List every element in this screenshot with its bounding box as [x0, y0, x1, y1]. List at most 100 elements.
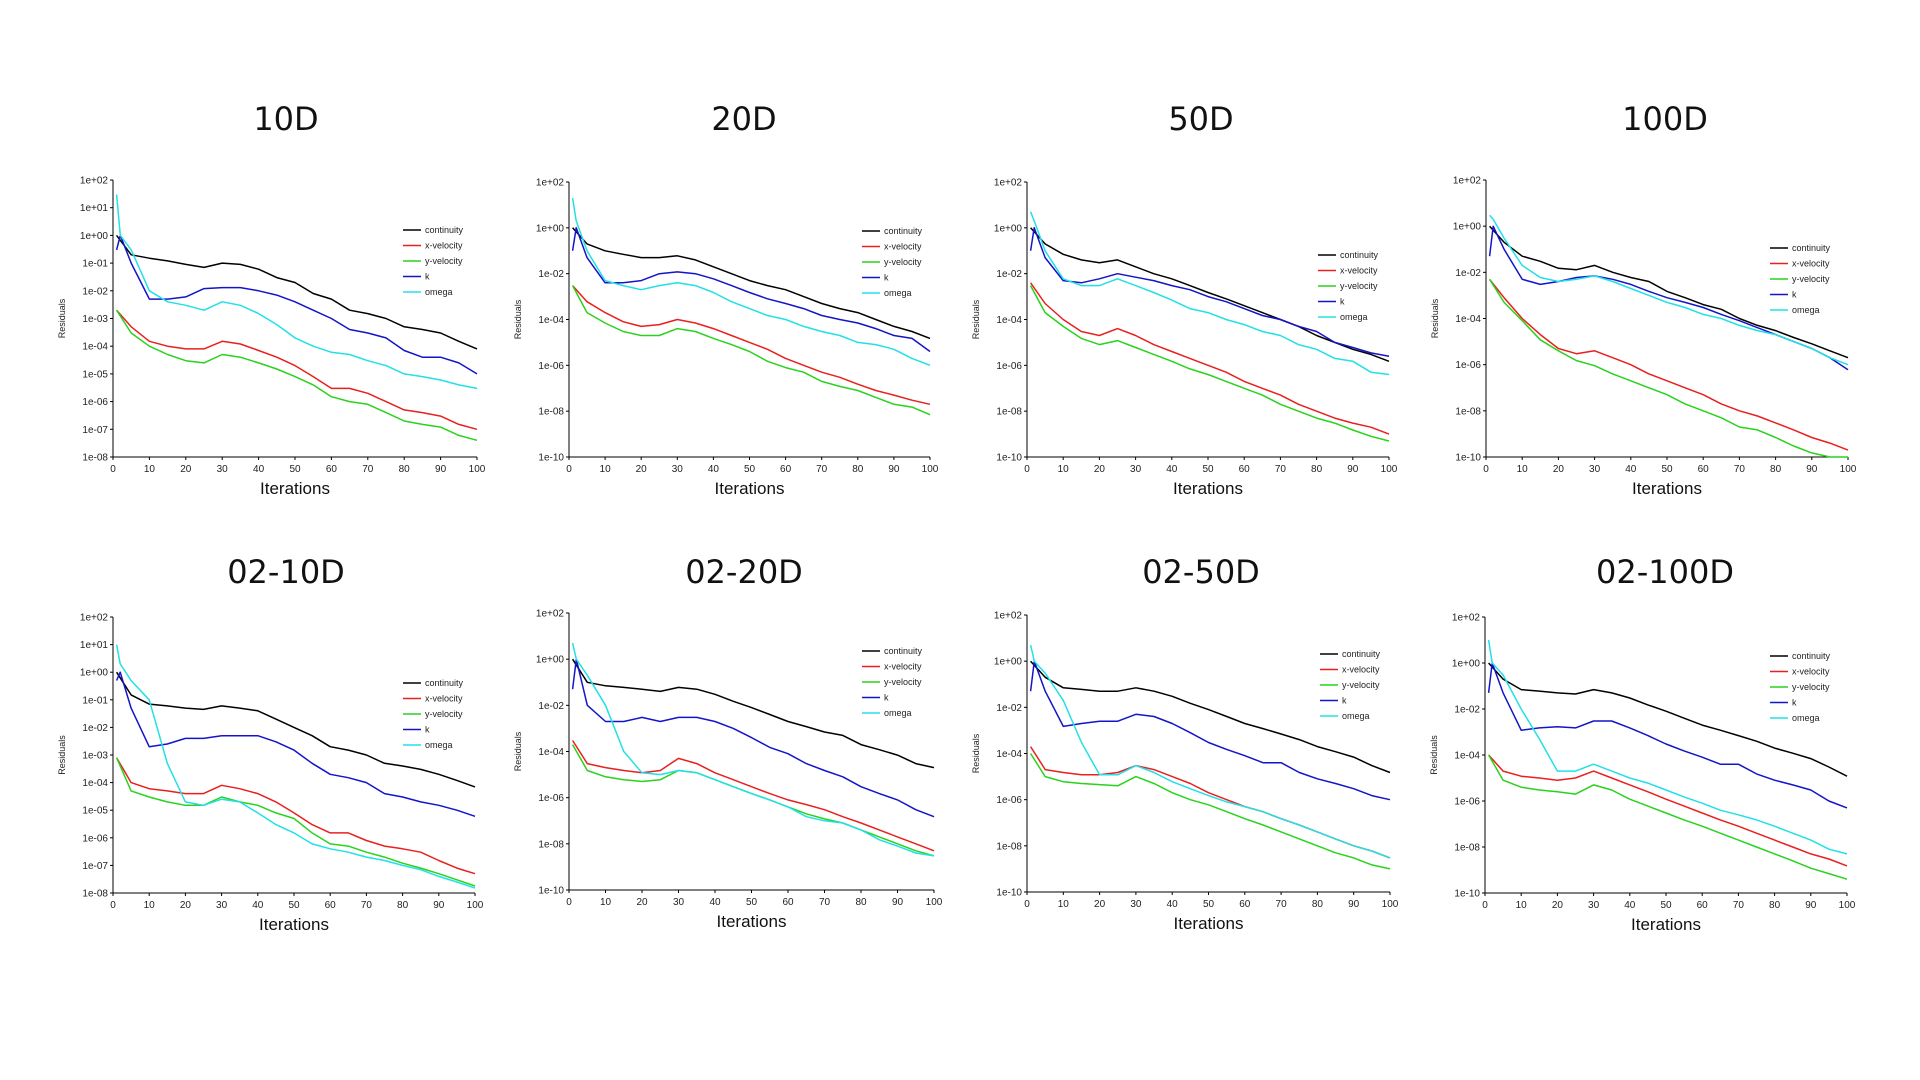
y-tick-label: 1e-06: [1455, 360, 1481, 371]
legend-label-x-velocity: x-velocity: [425, 241, 463, 251]
legend-label-x-velocity: x-velocity: [1342, 665, 1380, 675]
x-tick-label: 20: [1553, 464, 1565, 475]
x-tick-label: 10: [144, 900, 156, 911]
x-tick-label: 90: [433, 900, 445, 911]
y-tick-label: 1e+02: [994, 178, 1023, 189]
y-axis-label: Residuals: [1430, 298, 1440, 338]
series-line-x-velocity: [116, 309, 478, 431]
x-tick-label: 10: [1516, 900, 1528, 911]
x-tick-label: 60: [326, 464, 338, 475]
series-line-x-velocity: [1029, 282, 1390, 435]
y-tick-label: 1e-06: [538, 361, 564, 372]
series-line-x-velocity: [115, 757, 476, 875]
series-line-k: [571, 658, 935, 818]
legend-label-k: k: [425, 725, 430, 735]
series-line-continuity: [572, 227, 931, 340]
x-tick-label: 100: [1381, 464, 1398, 475]
legend-label-omega: omega: [425, 287, 453, 297]
series-line-omega: [571, 197, 931, 367]
y-tick-label: 1e+00: [994, 223, 1023, 234]
y-tick-label: 1e+00: [536, 223, 565, 234]
series-line-x-velocity: [1489, 278, 1849, 451]
y-tick-label: 1e-10: [538, 453, 564, 464]
y-tick-label: 1e-08: [1455, 406, 1481, 417]
y-tick-label: 1e-08: [82, 453, 108, 464]
x-tick-label: 80: [397, 900, 409, 911]
series-line-y-velocity: [115, 309, 478, 442]
legend-label-x-velocity: x-velocity: [1340, 266, 1378, 276]
x-tick-label: 0: [566, 897, 572, 908]
y-axis-label: Residuals: [57, 298, 67, 338]
x-tick-label: 90: [1805, 900, 1817, 911]
x-tick-label: 100: [926, 897, 943, 908]
x-tick-label: 40: [1624, 900, 1636, 911]
y-tick-label: 1e-02: [538, 269, 564, 280]
legend-label-x-velocity: x-velocity: [425, 694, 463, 704]
x-tick-label: 90: [888, 464, 900, 475]
legend-label-y-velocity: y-velocity: [1792, 682, 1830, 692]
series-line-omega: [1489, 214, 1849, 366]
x-tick-label: 100: [467, 900, 484, 911]
x-tick-label: 60: [780, 464, 792, 475]
y-tick-label: 1e-01: [82, 695, 108, 706]
series-line-y-velocity: [1488, 278, 1848, 458]
y-tick-label: 1e-08: [996, 407, 1022, 418]
x-tick-label: 100: [469, 464, 486, 475]
y-tick-label: 1e-10: [996, 888, 1022, 899]
series-line-k: [115, 671, 476, 818]
x-tick-label: 90: [892, 897, 904, 908]
x-tick-label: 60: [782, 897, 794, 908]
x-tick-label: 80: [852, 464, 864, 475]
legend-label-y-velocity: y-velocity: [1792, 274, 1830, 284]
x-tick-label: 70: [1733, 900, 1745, 911]
legend-label-k: k: [1340, 297, 1345, 307]
x-tick-label: 70: [362, 464, 374, 475]
x-tick-label: 60: [1239, 899, 1251, 910]
x-tick-label: 100: [1840, 464, 1857, 475]
y-tick-label: 1e+02: [1452, 613, 1481, 624]
y-tick-label: 1e-10: [1455, 453, 1481, 464]
x-tick-label: 60: [1697, 900, 1709, 911]
x-axis-label: Iterations: [1173, 479, 1243, 498]
series-line-y-velocity: [115, 757, 476, 887]
legend-label-k: k: [884, 693, 889, 703]
y-tick-label: 1e-05: [82, 806, 108, 817]
y-axis-label: Residuals: [57, 735, 67, 775]
y-tick-label: 1e-02: [996, 703, 1022, 714]
y-tick-label: 1e+02: [1453, 176, 1482, 187]
x-tick-label: 50: [289, 464, 301, 475]
x-axis-label: Iterations: [1174, 914, 1244, 933]
y-tick-label: 1e-02: [538, 701, 564, 712]
y-tick-label: 1e-04: [82, 342, 108, 353]
chart-title: 20D: [711, 100, 777, 138]
series-line-x-velocity: [571, 740, 935, 852]
x-tick-label: 30: [1588, 900, 1600, 911]
legend-label-k: k: [1342, 696, 1347, 706]
y-tick-label: 1e+02: [80, 176, 109, 187]
legend-label-x-velocity: x-velocity: [1792, 259, 1830, 269]
x-tick-label: 30: [216, 900, 228, 911]
legend-label-omega: omega: [425, 740, 453, 750]
legend-label-x-velocity: x-velocity: [1792, 667, 1830, 677]
x-tick-label: 30: [1130, 464, 1142, 475]
y-axis-label: Residuals: [513, 731, 523, 771]
legend-label-k: k: [1792, 698, 1797, 708]
y-tick-label: 1e-06: [1454, 797, 1480, 808]
series-line-continuity: [571, 658, 935, 769]
x-axis-label: Iterations: [715, 479, 785, 498]
x-tick-label: 70: [1275, 464, 1287, 475]
x-tick-label: 80: [399, 464, 411, 475]
y-tick-label: 1e-06: [996, 795, 1022, 806]
y-tick-label: 1e+00: [80, 668, 109, 679]
x-tick-label: 40: [1166, 464, 1178, 475]
y-tick-label: 1e-02: [82, 286, 108, 297]
series-line-omega: [1029, 211, 1390, 376]
y-tick-label: 1e-08: [1454, 843, 1480, 854]
x-axis-label: Iterations: [1632, 479, 1702, 498]
series-line-omega: [1487, 639, 1848, 855]
legend-label-continuity: continuity: [1792, 651, 1831, 661]
x-tick-label: 80: [1312, 899, 1324, 910]
series-line-x-velocity: [1488, 754, 1848, 867]
x-tick-label: 20: [180, 900, 192, 911]
